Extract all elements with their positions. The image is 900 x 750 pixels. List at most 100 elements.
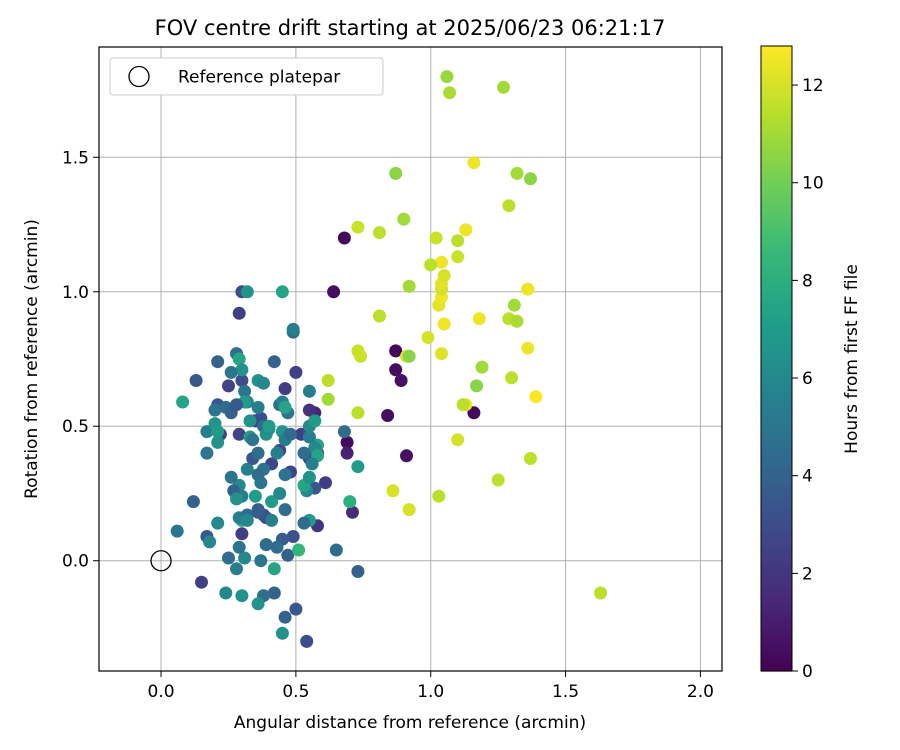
scatter-point	[451, 250, 465, 264]
scatter-point	[386, 484, 400, 498]
scatter-point	[259, 538, 273, 552]
scatter-point	[402, 349, 416, 363]
scatter-point	[351, 406, 365, 420]
colorbar-segment	[761, 316, 792, 322]
colorbar-segment	[761, 216, 792, 222]
scatter-point	[251, 446, 265, 460]
colorbar-frame	[760, 45, 793, 672]
colorbar-segment	[761, 306, 792, 312]
scatter-point	[275, 626, 289, 640]
scatter-point	[400, 449, 413, 463]
scatter-point	[389, 363, 403, 377]
colorbar-segment	[761, 196, 792, 202]
scatter-point	[230, 492, 243, 506]
colorbar-segment	[761, 101, 792, 107]
colorbar-segment	[761, 176, 792, 182]
chart-title: FOV centre drift starting at 2025/06/23 …	[155, 16, 666, 40]
colorbar-tick-label: 8	[802, 271, 813, 291]
scatter-point	[510, 314, 524, 328]
colorbar-segment	[761, 81, 792, 87]
legend-open-circle-marker	[128, 65, 150, 88]
scatter-point	[257, 376, 270, 390]
scatter-point	[211, 355, 225, 369]
colorbar-segment	[761, 541, 792, 547]
scatter-point	[475, 360, 489, 374]
colorbar-segment	[761, 281, 792, 287]
colorbar-segment	[761, 111, 792, 117]
scatter-point	[235, 527, 249, 541]
plot-frame	[98, 46, 723, 672]
colorbar-segment	[761, 431, 792, 437]
y-axis: 0.0 0.5 1.0 1.5	[62, 148, 99, 572]
colorbar-segment	[761, 131, 792, 137]
colorbar-segment	[761, 141, 792, 147]
colorbar-segment	[761, 451, 792, 457]
colorbar-segment	[761, 351, 792, 357]
scatter-point	[308, 414, 322, 428]
colorbar-segment	[761, 446, 792, 452]
scatter-point	[300, 634, 314, 648]
colorbar-segment	[761, 531, 792, 537]
colorbar-segment	[761, 271, 792, 277]
colorbar-segment	[761, 301, 792, 307]
scatter-point	[284, 427, 297, 441]
scatter-point	[189, 374, 203, 387]
colorbar-tick-label: 4	[802, 467, 813, 487]
colorbar-tick-label: 10	[802, 174, 824, 194]
colorbar-segment	[761, 136, 792, 142]
scatter-point	[222, 551, 235, 565]
scatter-point	[251, 505, 265, 519]
colorbar-segment	[761, 481, 792, 487]
scatter-point	[424, 258, 438, 272]
scatter-point	[238, 384, 252, 398]
colorbar-segment	[761, 66, 792, 72]
scatter-point	[502, 199, 516, 213]
colorbar-segment	[761, 56, 792, 62]
scatter-point	[230, 562, 243, 576]
scatter-point	[208, 403, 222, 417]
colorbar-segment	[761, 581, 792, 587]
colorbar-segment	[761, 61, 792, 67]
scatter-point	[432, 489, 446, 503]
colorbar-segment	[761, 586, 792, 592]
scatter-point	[467, 406, 481, 420]
colorbar-segment	[761, 636, 792, 642]
x-tick-label: 1.0	[417, 682, 444, 702]
grid	[99, 47, 722, 671]
colorbar-segment	[761, 206, 792, 212]
scatter-point	[389, 166, 403, 180]
scatter-point	[232, 427, 246, 441]
colorbar-segment	[761, 646, 792, 652]
colorbar-segment	[761, 146, 792, 152]
colorbar-segment	[761, 411, 792, 417]
scatter-point	[497, 80, 510, 94]
scatter-point	[270, 446, 284, 460]
scatter-point	[389, 344, 403, 358]
scatter-point	[594, 586, 608, 600]
scatter-point	[505, 371, 519, 385]
scatter-point	[443, 86, 457, 100]
x-tick-label: 2.0	[687, 682, 714, 702]
colorbar-segment	[761, 266, 792, 272]
colorbar-segment	[761, 611, 792, 617]
scatter-point	[251, 597, 265, 611]
scatter-point	[186, 495, 200, 509]
colorbar-segment	[761, 331, 792, 337]
scatter-point	[397, 212, 411, 226]
scatter-point	[394, 374, 408, 387]
colorbar-tick-label: 0	[802, 662, 813, 682]
scatter-point	[521, 341, 535, 355]
scatter-point	[402, 503, 416, 517]
colorbar-segment	[761, 496, 792, 502]
colorbar-segment	[761, 86, 792, 92]
scatter-point	[354, 349, 368, 363]
scatter-point	[373, 309, 386, 323]
colorbar-segment	[761, 571, 792, 577]
x-tick-label: 0.5	[282, 682, 309, 702]
colorbar-segment	[761, 171, 792, 177]
scatter-point	[170, 524, 184, 538]
colorbar-segment	[761, 371, 792, 377]
colorbar-segment	[761, 121, 792, 127]
colorbar-segment	[761, 361, 792, 367]
colorbar-segment	[761, 166, 792, 172]
